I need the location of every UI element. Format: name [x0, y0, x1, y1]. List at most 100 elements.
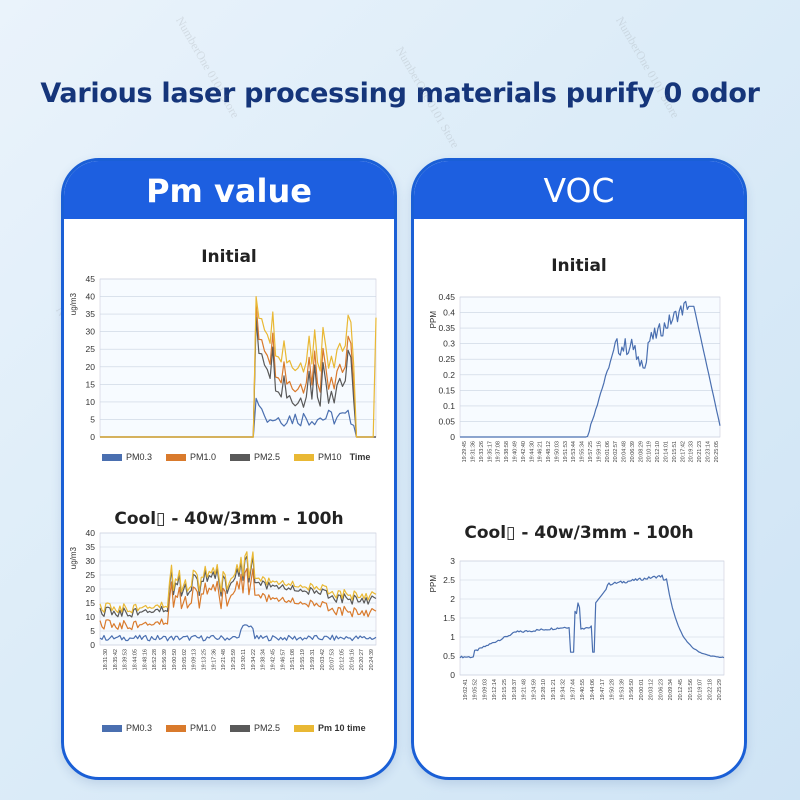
legend-label: PM2.5	[254, 452, 281, 462]
series-line	[459, 574, 725, 659]
pm-cool-legend: PM0.3 PM1.0 PM2.5 Pm 10 time	[102, 723, 380, 733]
x-tick-label: 19:44:06	[590, 679, 596, 700]
chart-title-voc-initial: Initial	[551, 256, 607, 276]
y-tick-label: 0.25	[438, 354, 455, 364]
y-tick-label: 0.05	[438, 416, 455, 426]
legend-swatch	[294, 453, 315, 461]
x-tick-label: 19:53:44	[571, 441, 577, 462]
series-line	[99, 551, 377, 614]
y-tick-label: 0.4	[443, 308, 455, 318]
x-tick-label: 19:50:03	[554, 441, 560, 462]
y-tick-label: 35	[86, 309, 96, 319]
y-tick-label: 15	[86, 598, 96, 608]
x-tick-label: 20:19:07	[698, 679, 704, 700]
voc-cool-chart: 0 0.5 1 1.5 2 2.5 3 PPM 19:02:41 19:05:52 19:09:03…	[429, 556, 725, 700]
x-tick-label: 19:38:58	[504, 441, 510, 462]
y-tick-label: 10	[86, 397, 96, 407]
x-tick-label: 19:37:44	[570, 679, 576, 700]
legend-swatch	[166, 724, 187, 732]
x-tick-label: 19:17:36	[211, 649, 217, 670]
x-tick-label: 19:13:25	[202, 649, 208, 670]
x-tick-label: 19:51:08	[290, 649, 296, 670]
pm-initial-legend: PM0.3 PM1.0 PM2.5 PM10 Time	[102, 452, 370, 462]
x-tick-label: 19:37:08	[496, 441, 502, 462]
y-axis-label: ug/m3	[69, 292, 78, 315]
x-tick-label: 19:46:57	[280, 649, 286, 670]
x-tick-label: 19:42:40	[521, 441, 527, 462]
y-tick-label: 0.5	[443, 651, 455, 661]
legend-label: PM1.0	[190, 723, 217, 733]
x-tick-label: 20:24:39	[369, 649, 375, 670]
legend-label: PM0.3	[126, 723, 153, 733]
legend-swatch	[294, 724, 315, 732]
y-tick-label: 35	[86, 542, 96, 552]
x-tick-label: 18:39:53	[123, 649, 129, 670]
x-tick-label: 19:48:12	[546, 441, 552, 462]
x-tick-label: 20:17:42	[680, 441, 686, 462]
x-tick-label: 20:03:42	[320, 649, 326, 670]
y-tick-label: 0.35	[438, 323, 455, 333]
y-tick-label: 25	[86, 570, 96, 580]
x-tick-label: 20:16:16	[349, 649, 355, 670]
y-tick-label: 10	[86, 612, 96, 622]
x-tick-label: 18:35:42	[113, 649, 119, 670]
series-line	[99, 624, 377, 642]
x-tick-label: 20:04:48	[622, 441, 628, 462]
x-tick-label: 20:15:56	[688, 679, 694, 700]
x-tick-label: 19:50:28	[610, 679, 616, 700]
y-tick-label: 30	[86, 556, 96, 566]
x-tick-label: 20:12:10	[655, 441, 661, 462]
x-tick-label: 19:53:39	[619, 679, 625, 700]
x-tick-label: 20:25:29	[717, 679, 723, 700]
headline: Various laser processing materials purif…	[40, 78, 760, 109]
x-tick-label: 20:15:51	[672, 441, 678, 462]
legend-swatch	[166, 453, 187, 461]
x-tick-label: 19:00:50	[172, 649, 178, 670]
x-tick-label: 20:03:12	[649, 679, 655, 700]
x-tick-label: 20:23:14	[705, 441, 711, 462]
legend-swatch	[102, 453, 122, 461]
x-tick-label: 19:30:11	[241, 649, 247, 670]
x-tick-label: 19:21:48	[221, 649, 227, 670]
y-tick-label: 40	[86, 292, 96, 302]
x-tick-label: 20:20:27	[359, 649, 365, 670]
x-tick-label: 20:25:05	[714, 441, 720, 462]
x-tick-label: 20:12:45	[678, 679, 684, 700]
y-tick-label: 0.1	[443, 401, 455, 411]
x-tick-label: 20:22:18	[707, 679, 713, 700]
x-tick-label: 19:59:31	[310, 649, 316, 670]
legend-item: PM10	[294, 452, 342, 462]
x-tick-label: 20:12:05	[340, 649, 346, 670]
x-tick-label: 19:25:59	[231, 649, 237, 670]
x-tick-label: 19:12:14	[492, 679, 498, 700]
x-tick-label: 19:09:03	[482, 679, 488, 700]
y-axis-label: PPM	[429, 575, 438, 593]
y-tick-label: 15	[86, 379, 96, 389]
x-tick-label: 19:28:10	[541, 679, 547, 700]
legend-swatch	[230, 724, 251, 732]
x-tick-label: 20:19:33	[689, 441, 695, 462]
x-tick-label: 19:31:21	[551, 679, 557, 700]
legend-item: Pm 10 time	[294, 723, 366, 733]
x-tick-label: 18:56:39	[162, 649, 168, 670]
x-tick-label: 19:51:53	[563, 441, 569, 462]
legend-item: PM2.5	[230, 723, 280, 733]
x-tick-label: 20:14:01	[663, 441, 669, 462]
x-tick-label: 18:31:30	[103, 649, 109, 670]
chart-title-pm-initial: Initial	[201, 247, 257, 267]
x-tick-label: 19:15:25	[502, 679, 508, 700]
x-tick-label: 20:06:39	[630, 441, 636, 462]
series-line	[100, 296, 377, 438]
x-tick-label: 20:00:01	[639, 679, 645, 700]
y-tick-label: 5	[90, 626, 95, 636]
legend-label: PM2.5	[254, 723, 281, 733]
x-tick-label: 20:06:23	[658, 679, 664, 700]
legend-item: PM1.0	[166, 723, 216, 733]
legend-label: PM0.3	[126, 452, 153, 462]
y-tick-label: 1	[450, 632, 455, 642]
x-tick-label: 19:55:19	[300, 649, 306, 670]
y-tick-label: 40	[86, 528, 96, 538]
y-tick-label: 20	[86, 584, 96, 594]
x-tick-label: 19:47:17	[600, 679, 606, 700]
x-tick-label: 19:05:02	[182, 649, 188, 670]
